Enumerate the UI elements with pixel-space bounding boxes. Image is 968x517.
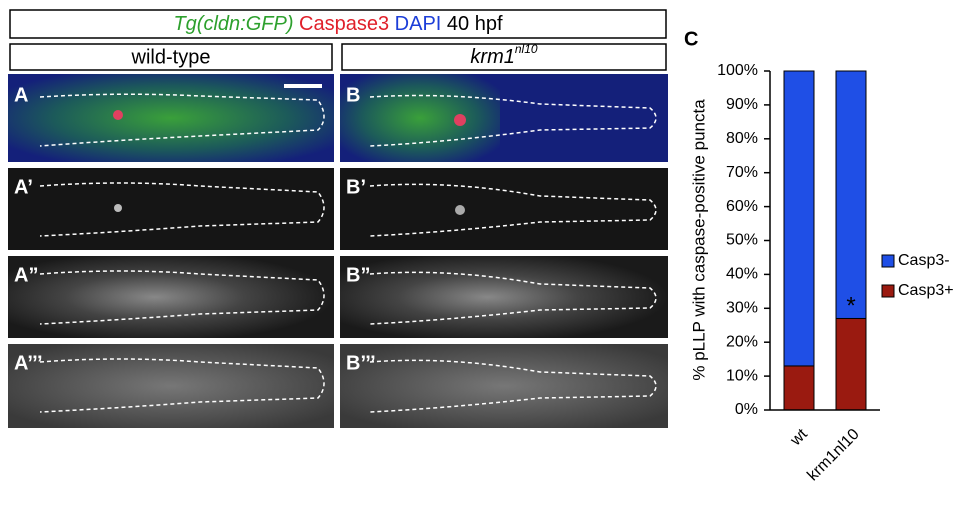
outline [39, 182, 325, 237]
outline [39, 93, 325, 147]
transgene: Tg(cldn:GFP) [173, 13, 293, 35]
panel-label: A’ [14, 176, 33, 198]
y-tick-label: 40% [726, 266, 758, 283]
panel-labels: A A’ A” A’’’ B B’ B” B’’’ [14, 84, 376, 374]
stain: DAPI [395, 13, 442, 35]
legend-swatch [881, 254, 895, 268]
y-tick-label: 20% [726, 333, 758, 350]
panel-label: A [14, 84, 28, 106]
puncta [455, 205, 465, 215]
stage: 40 hpf [447, 13, 503, 35]
column-box [341, 43, 667, 71]
outline [39, 358, 325, 413]
significance: * [846, 292, 855, 319]
panel-label: A” [14, 264, 38, 286]
image [340, 344, 668, 428]
legend-swatch [881, 284, 895, 298]
image [340, 256, 668, 338]
x-tick-label: krm1nl10 [804, 426, 863, 485]
puncta [454, 114, 466, 126]
panel-label: B’ [346, 176, 366, 198]
image [8, 344, 334, 428]
y-tick-label: 30% [726, 300, 758, 317]
bar-segment [783, 70, 815, 367]
panel-label: C [684, 28, 698, 50]
legend-label: Casp3- [898, 252, 950, 269]
y-tick-label: 60% [726, 198, 758, 215]
bar-segment [835, 317, 867, 411]
legend-label: Casp3+ [898, 282, 954, 299]
micrographs [8, 74, 668, 428]
image [8, 168, 334, 250]
y-tick-label: 50% [726, 232, 758, 249]
y-tick-label: 70% [726, 164, 758, 181]
puncta [113, 110, 123, 120]
gene: krm1 [470, 46, 514, 68]
allele: nl10 [515, 42, 538, 56]
column-header: wild-type [131, 46, 211, 68]
puncta [114, 204, 122, 212]
y-tick-label: 90% [726, 96, 758, 113]
y-tick-label: 0% [735, 401, 758, 418]
column-header: krm1nl10 [470, 42, 537, 68]
column-box [9, 43, 333, 71]
y-tick-label: 80% [726, 130, 758, 147]
y-axis-label: % pLLP with caspase-positive puncta [689, 99, 708, 381]
panel-label: A’’’ [14, 352, 43, 374]
outline [39, 270, 325, 325]
y-tick-label: 100% [717, 62, 758, 79]
image [340, 74, 500, 162]
panel-label: B” [346, 264, 370, 286]
x-tick-label: wt [787, 425, 811, 449]
panel-label: B’’’ [346, 352, 376, 374]
panel-label: B [346, 84, 360, 106]
header-box [9, 9, 667, 39]
bar-segment [783, 365, 815, 411]
y-tick-label: 10% [726, 367, 758, 384]
header-text: Tg(cldn:GFP) Caspase3 DAPI 40 hpf [173, 13, 503, 35]
chart: 0% 10% 20% 30% 40% 50% 60% 70% 80% 90% 100% wtkrm1n… [717, 62, 954, 484]
image [340, 168, 668, 250]
bar-segment [835, 70, 867, 319]
stain: Caspase3 [299, 13, 389, 35]
image [8, 256, 334, 338]
image [8, 74, 334, 162]
